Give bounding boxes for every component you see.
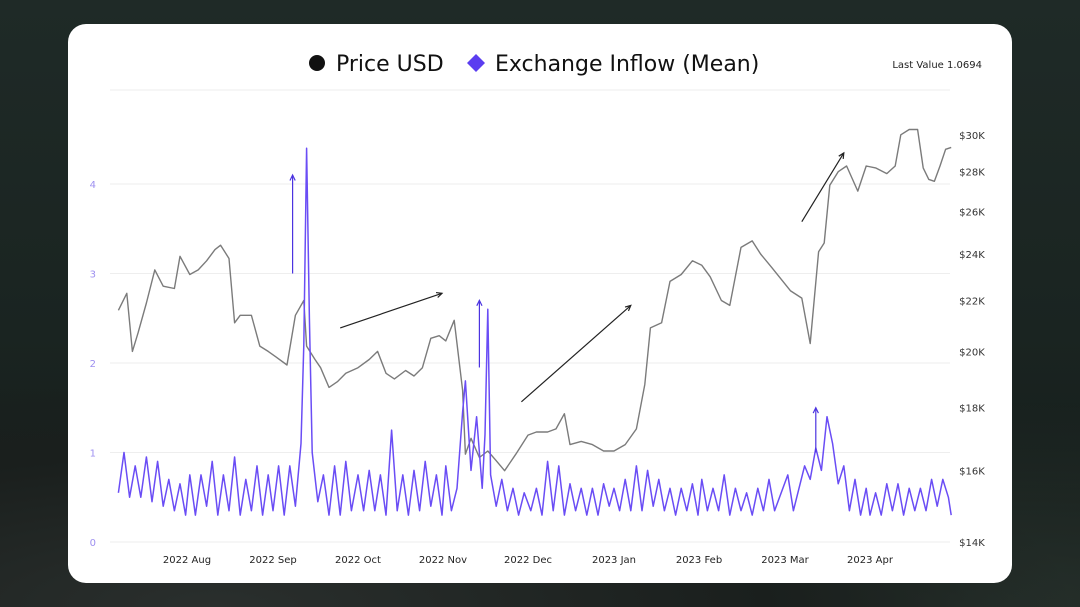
right-tick-label: $14K: [959, 538, 985, 549]
right-tick-label: $18K: [959, 404, 985, 415]
legend-price-label[interactable]: Price USD: [336, 52, 444, 77]
right-tick-label: $28K: [959, 168, 985, 179]
right-tick-label: $24K: [959, 250, 985, 261]
inflow-arrow: [812, 406, 819, 453]
legend-inflow-marker[interactable]: [467, 54, 485, 72]
left-tick-label: 1: [90, 449, 96, 460]
last-value-label: Last Value 1.0694: [892, 60, 982, 71]
x-tick-label: 2022 Aug: [163, 555, 211, 566]
left-tick-label: 0: [90, 538, 96, 549]
right-tick-label: $26K: [959, 207, 985, 218]
legend-price-marker[interactable]: [309, 55, 325, 71]
right-axis: $14K $16K $18K $20K $22K $24K $26K $28K $30K: [959, 131, 985, 549]
chart-card: 0 1 2 3 4 $14K $16K $18K $20K $22K $24K $26K $28K $3…: [68, 24, 1012, 583]
left-tick-label: 4: [90, 180, 96, 191]
right-tick-label: $20K: [959, 347, 985, 358]
series-layer: [117, 128, 952, 516]
annotation-arrows: [289, 151, 845, 453]
x-tick-label: 2023 Jan: [592, 555, 636, 566]
x-tick-label: 2022 Sep: [249, 555, 296, 566]
grid-lines: [110, 89, 950, 543]
x-axis: 2022 Aug 2022 Sep 2022 Oct 2022 Nov 2022 Dec…: [163, 555, 894, 566]
x-tick-label: 2023 Mar: [761, 555, 809, 566]
trend-arrow: [801, 151, 845, 222]
legend-inflow-label[interactable]: Exchange Inflow (Mean): [495, 52, 759, 77]
x-tick-label: 2023 Feb: [676, 555, 722, 566]
x-tick-label: 2022 Nov: [419, 555, 467, 566]
trend-arrow: [521, 304, 632, 403]
left-tick-label: 3: [90, 270, 96, 281]
chart-svg: 0 1 2 3 4 $14K $16K $18K $20K $22K $24K $26K $28K $3…: [90, 52, 986, 566]
price-line[interactable]: [117, 128, 952, 472]
right-tick-label: $16K: [959, 467, 985, 478]
inflow-arrow: [289, 173, 296, 274]
left-axis: 0 1 2 3 4: [90, 180, 96, 549]
legend: Price USD Exchange Inflow (Mean): [309, 52, 759, 77]
x-tick-label: 2023 Apr: [847, 555, 894, 566]
trend-arrow: [340, 291, 444, 329]
x-tick-label: 2022 Dec: [504, 555, 552, 566]
right-tick-label: $22K: [959, 297, 985, 308]
right-tick-label: $30K: [959, 131, 985, 142]
left-tick-label: 2: [90, 359, 96, 370]
inflow-arrow: [476, 298, 483, 368]
x-tick-label: 2022 Oct: [335, 555, 381, 566]
inflow-line[interactable]: [117, 147, 952, 516]
